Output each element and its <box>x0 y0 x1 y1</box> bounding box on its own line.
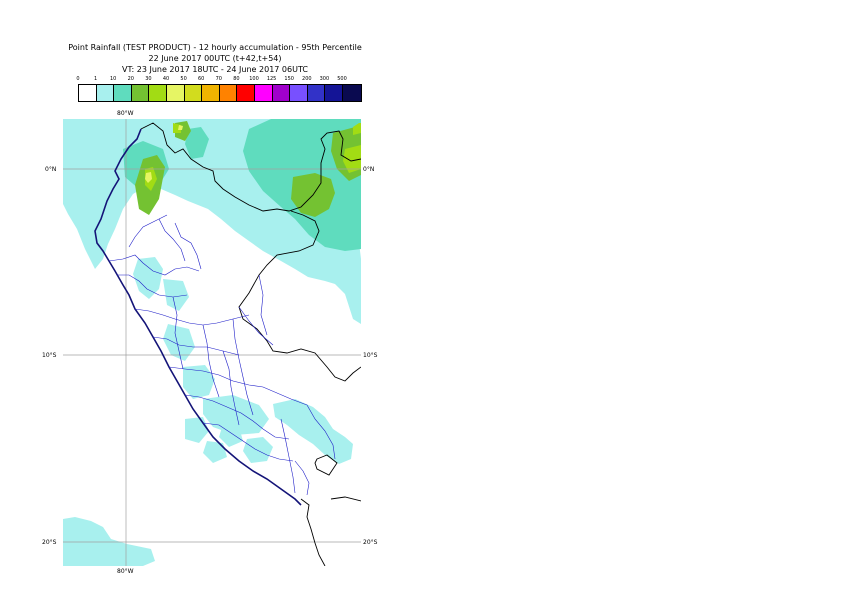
legend-label: 10 <box>110 76 117 82</box>
lat-label-left-10s: 10°S <box>42 352 57 359</box>
legend-label: 60 <box>198 76 205 82</box>
legend-label: 100 <box>249 76 259 82</box>
legend-label: 50 <box>180 76 187 82</box>
legend-label: 125 <box>266 76 277 82</box>
map-title: Point Rainfall (TEST PRODUCT) - 12 hourl… <box>68 43 362 52</box>
legend-label: 80 <box>233 76 240 82</box>
legend-swatch <box>219 85 238 101</box>
lat-label-right-0: 0°N <box>363 166 375 173</box>
legend-swatch <box>149 85 167 101</box>
legend-label: 20 <box>127 76 134 82</box>
legend-swatch <box>79 85 97 101</box>
legend-swatch <box>272 85 291 101</box>
colour-legend <box>78 84 362 102</box>
legend-swatch <box>237 85 255 101</box>
lat-label-right-10s: 10°S <box>363 352 378 359</box>
legend-swatch <box>342 85 361 101</box>
legend-label: 500 <box>337 76 347 82</box>
legend-swatch <box>307 85 326 101</box>
legend-swatch <box>166 85 185 101</box>
lon-label-top: 80°W <box>117 110 134 117</box>
legend-label: 150 <box>284 76 294 82</box>
legend-label: 40 <box>162 76 170 82</box>
legend-swatch <box>290 85 308 101</box>
legend-label: 200 <box>302 76 312 82</box>
legend-swatch <box>202 85 220 101</box>
legend-swatch <box>114 85 132 101</box>
legend-label: 70 <box>215 76 222 82</box>
run-time: 22 June 2017 00UTC (t+42,t+54) <box>148 54 282 63</box>
legend-label: 0 <box>76 76 80 82</box>
lon-label-bottom: 80°W <box>117 568 134 575</box>
legend-swatch <box>254 85 273 101</box>
legend-swatch <box>325 85 343 101</box>
legend-label: 1 <box>94 76 98 82</box>
legend-swatch <box>184 85 203 101</box>
legend-label: 300 <box>319 76 330 82</box>
legend-swatch <box>96 85 115 101</box>
lat-label-left-0: 0°N <box>45 166 57 173</box>
regional-boundaries <box>108 214 336 496</box>
rainfall-40-50mm <box>145 125 183 183</box>
legend-label: 30 <box>145 76 152 82</box>
graticule <box>63 119 361 566</box>
lat-label-right-20s: 20°S <box>363 539 378 546</box>
map-panel <box>63 119 361 566</box>
valid-time: VT: 23 June 2017 18UTC - 24 June 2017 06… <box>122 65 308 74</box>
lat-label-left-20s: 20°S <box>42 539 57 546</box>
rainfall-map <box>63 119 361 566</box>
legend-swatch <box>131 85 150 101</box>
legend-labels: 0 1 10 20 30 40 50 60 70 80 100 125 150 200 300 500 <box>70 76 360 84</box>
country-borders <box>140 122 361 566</box>
